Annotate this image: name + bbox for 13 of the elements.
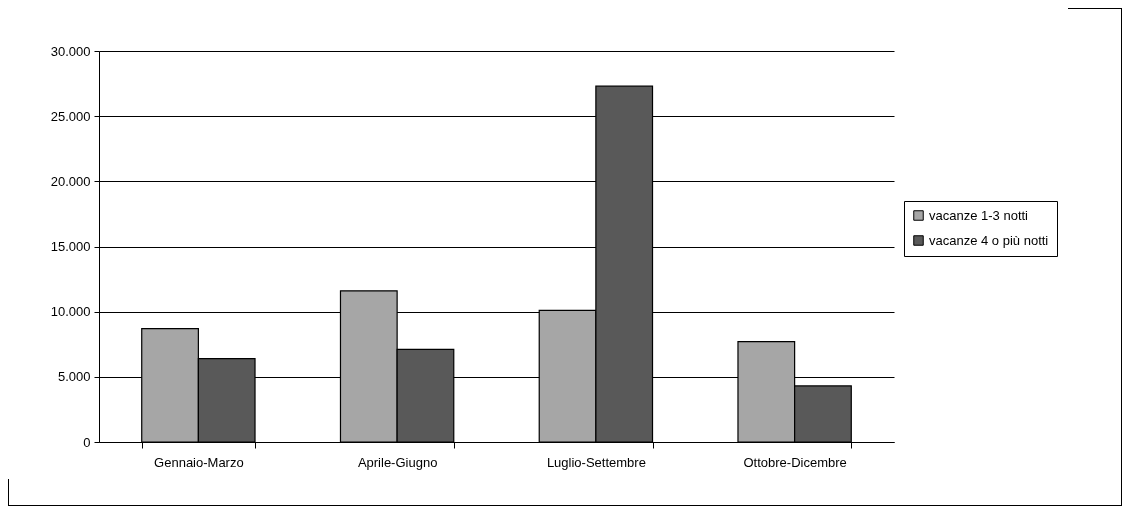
y-tick-label: 30.000	[50, 43, 91, 59]
x-tick-label: Ottobre-Dicembre	[743, 454, 847, 470]
y-tick-label: 15.000	[50, 239, 91, 254]
legend-label: vacanze 4 o più notti	[929, 232, 1049, 248]
legend-label: vacanze 1-3 notti	[929, 207, 1029, 223]
x-tick-label: Aprile-Giugno	[357, 454, 438, 470]
y-tick-label: 0	[83, 434, 91, 450]
x-tick-label: Gennaio-Marzo	[154, 454, 244, 470]
y-tick-label: 20.000	[50, 173, 91, 189]
y-tick-label: 10.000	[50, 304, 91, 320]
y-tick-label: 25.000	[50, 108, 91, 124]
x-tick-label: Luglio-Settembre	[546, 454, 646, 470]
y-tick-label: 5.000	[57, 369, 91, 385]
